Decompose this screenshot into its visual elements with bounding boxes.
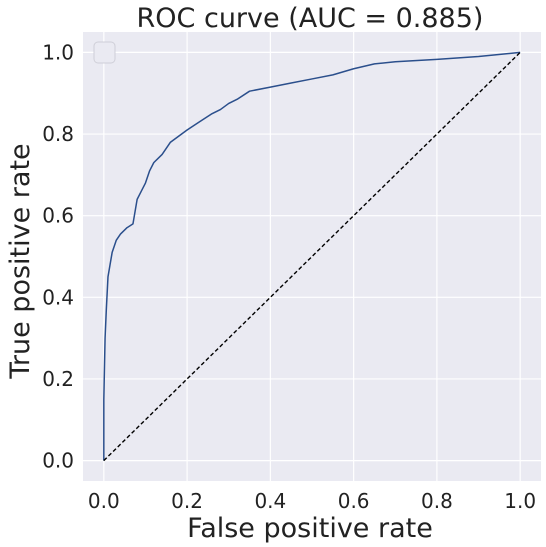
y-tick-label: 0.4 bbox=[42, 285, 74, 309]
grid-lines bbox=[83, 32, 541, 481]
x-tick-label: 0.2 bbox=[171, 489, 203, 513]
y-tick-label: 0.2 bbox=[42, 367, 74, 391]
x-axis-label: False positive rate bbox=[187, 513, 433, 544]
x-tick-label: 0.6 bbox=[338, 489, 370, 513]
legend-box bbox=[93, 41, 116, 64]
x-tick-label: 1.0 bbox=[504, 489, 536, 513]
x-tick-label: 0.8 bbox=[421, 489, 453, 513]
tick-labels: 0.0 0.2 0.4 0.6 0.8 1.0 0.0 0.2 0.4 0.6 0.8 1.0 bbox=[42, 40, 536, 513]
y-tick-label: 0.0 bbox=[42, 449, 74, 473]
roc-curve-line bbox=[103, 51, 521, 461]
chart-title: ROC curve (AUC = 0.885) bbox=[137, 3, 484, 34]
y-tick-label: 0.6 bbox=[42, 204, 74, 228]
x-tick-label: 0.4 bbox=[254, 489, 286, 513]
x-tick-label: 0.0 bbox=[88, 489, 120, 513]
plot-background bbox=[83, 32, 541, 481]
y-tick-label: 0.8 bbox=[42, 122, 74, 146]
y-axis-label: True positive rate bbox=[5, 143, 36, 379]
y-tick-label: 1.0 bbox=[42, 40, 74, 64]
series-layer bbox=[103, 51, 521, 462]
